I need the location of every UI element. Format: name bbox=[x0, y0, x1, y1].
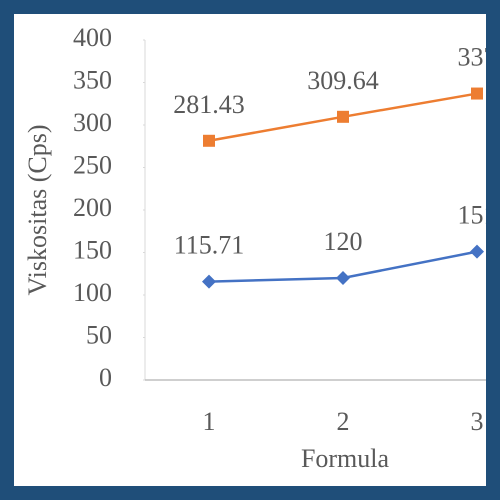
marker bbox=[471, 87, 483, 100]
y-axis-title: Viskositas (Cps) bbox=[23, 124, 52, 295]
marker bbox=[203, 134, 215, 147]
marker bbox=[202, 274, 216, 289]
y-tick-label: 300 bbox=[73, 108, 112, 137]
y-tick-label: 250 bbox=[73, 150, 112, 179]
y-tick-label: 400 bbox=[73, 23, 112, 52]
x-axis-title: Formula bbox=[301, 444, 390, 473]
data-label: 151 bbox=[458, 201, 487, 230]
data-label: 281.43 bbox=[173, 90, 245, 119]
x-tick-label: 3 bbox=[471, 407, 484, 436]
data-label: 115.71 bbox=[174, 231, 245, 260]
y-tick-label: 50 bbox=[86, 320, 112, 349]
x-tick-label: 1 bbox=[203, 407, 216, 436]
y-tick-label: 0 bbox=[99, 363, 112, 392]
marker bbox=[337, 110, 349, 123]
x-tick-label: 2 bbox=[337, 407, 350, 436]
chart: Viskositas (Cps) Formula 0 50 100 150 200 250… bbox=[23, 23, 487, 473]
data-label: 337 bbox=[458, 43, 487, 72]
y-tick-label: 100 bbox=[73, 278, 112, 307]
marker bbox=[470, 244, 484, 259]
y-tick-label: 350 bbox=[73, 65, 112, 94]
data-label: 309.64 bbox=[307, 66, 379, 95]
y-tick-label: 200 bbox=[73, 193, 112, 222]
data-label: 120 bbox=[324, 227, 363, 256]
y-tick-label: 150 bbox=[73, 235, 112, 264]
chart-frame: Viskositas (Cps) Formula 0 50 100 150 200 250… bbox=[14, 14, 486, 486]
marker bbox=[336, 271, 350, 285]
